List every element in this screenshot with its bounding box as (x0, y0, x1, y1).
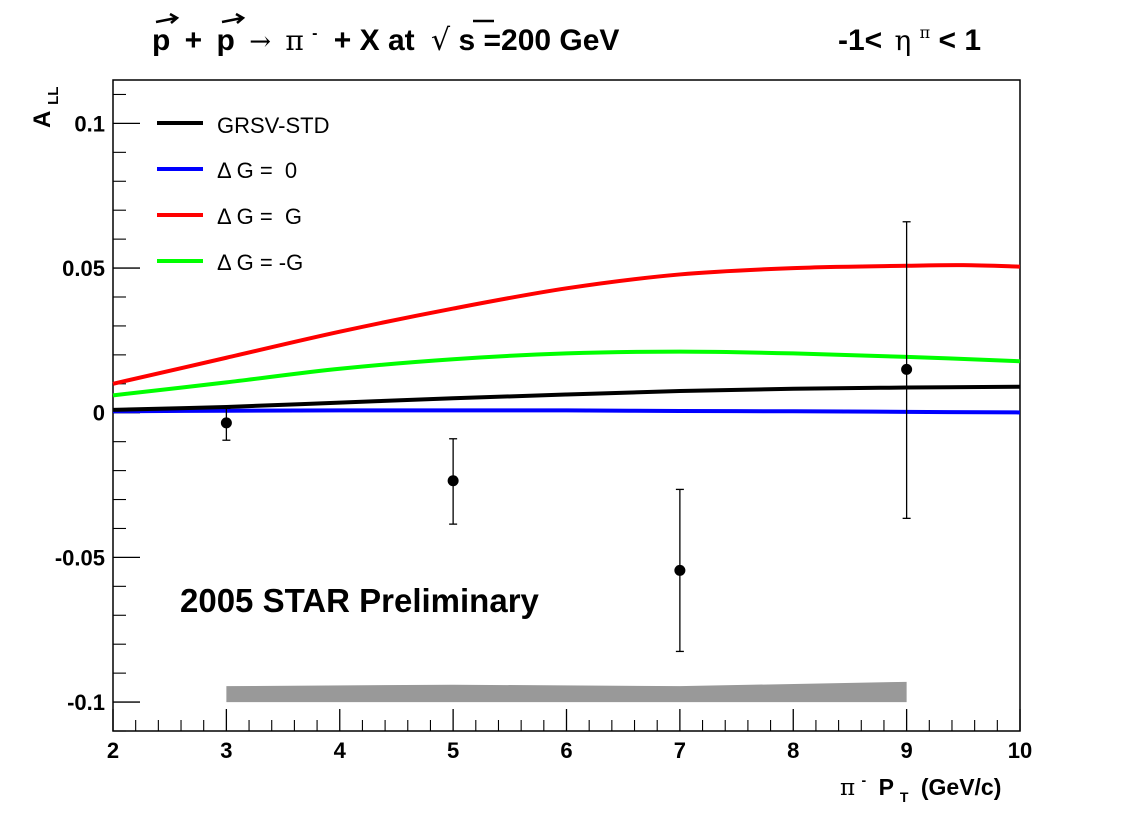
systematic-uncertainty-band (226, 681, 907, 703)
data-point (447, 475, 459, 487)
y-tick-label: 0 (93, 401, 105, 426)
x-tick-label: 5 (447, 738, 459, 763)
x-tick-label: 9 (901, 738, 913, 763)
x-tick-label: 3 (220, 738, 232, 763)
preliminary-annotation: 2005 STAR Preliminary (180, 582, 540, 619)
legend-label-dg-g: Δ G = G (217, 204, 302, 229)
data-point (220, 417, 232, 429)
legend: GRSV-STD Δ G = 0 Δ G = G Δ G = -G (157, 113, 329, 275)
data-point (901, 363, 913, 375)
x-tick-label: 10 (1008, 738, 1032, 763)
y-tick-label: -0.1 (67, 690, 105, 715)
data-point (674, 564, 686, 576)
y-tick-label: 0.05 (62, 256, 105, 281)
x-tick-label: 6 (560, 738, 572, 763)
series-line-dg-zero (112, 408, 1021, 415)
series-line-dg-minus-g (112, 349, 1021, 398)
series-line-grsv-std (112, 384, 1021, 412)
y-tick-label: -0.05 (55, 545, 105, 570)
x-tick-label: 2 (107, 738, 119, 763)
series-line-dg-g (112, 263, 1021, 386)
eta-cut-label: -1< η π < 1 (838, 12, 981, 57)
chart-title: p + p → π - + X at √ s =200 GeV (152, 12, 619, 58)
y-tick-label: 0.1 (74, 111, 105, 136)
x-tick-label: 7 (674, 738, 686, 763)
x-tick-label: 8 (787, 738, 799, 763)
legend-label-grsv-std: GRSV-STD (217, 113, 329, 138)
x-axis-label: π - P T (GeV/c) (840, 764, 1001, 807)
legend-label-dg-minus-g: Δ G = -G (217, 250, 303, 275)
legend-label-dg-zero: Δ G = 0 (217, 158, 297, 183)
x-tick-label: 4 (334, 738, 347, 763)
y-axis-label: A LL (29, 87, 62, 128)
vector-arrows (155, 12, 246, 24)
